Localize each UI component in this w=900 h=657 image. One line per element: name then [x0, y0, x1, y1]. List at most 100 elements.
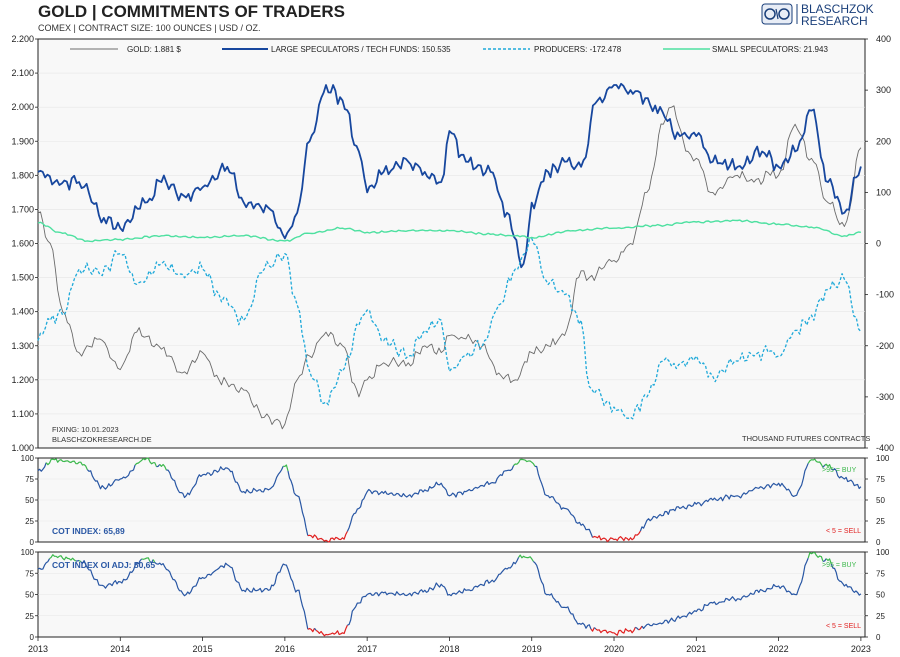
x-tick-label: 2013 — [28, 644, 48, 654]
y-left-tick-label: 0 — [30, 538, 35, 547]
website-note: BLASCHZOKRESEARCH.DE — [52, 435, 152, 444]
producers-line — [37, 237, 862, 420]
cot-index-line-segment — [37, 558, 51, 570]
cot-index-line-segment — [80, 558, 143, 589]
y-left-tick-label: 1.500 — [11, 273, 34, 283]
fixing-note: FIXING: 10.01.2023 — [52, 425, 119, 434]
y-left-tick-label: 1.000 — [11, 443, 34, 453]
x-tick-label: 2020 — [604, 644, 624, 654]
y-left-tick-label: 1.700 — [11, 204, 34, 214]
cot-index-oi-sell-note: < 5 = SELL — [826, 623, 861, 630]
legend: GOLD: 1.881 $ LARGE SPECULATORS / TECH F… — [70, 45, 828, 54]
cot-index-line-segment — [37, 462, 47, 472]
cot-buy-zone-segment — [807, 458, 824, 468]
cot-index-line-segment — [830, 468, 862, 490]
y-right-tick-label: 50 — [876, 496, 885, 505]
x-tick-label: 2014 — [110, 644, 130, 654]
legend-label-producers: PRODUCERS: -172.478 — [534, 45, 622, 54]
logo-line1: BLASCHZOK — [801, 2, 874, 16]
y-right-tick-label: 0 — [876, 538, 881, 547]
cot-sell-zone-segment — [315, 624, 348, 637]
cot-buy-zone-segment — [152, 559, 156, 563]
cot-buy-zone-segment — [824, 463, 832, 470]
x-tick-label: 2021 — [686, 644, 706, 654]
y-left-tick-label: 1.300 — [11, 341, 34, 351]
y-left-tick-label: 1.900 — [11, 136, 34, 146]
brand-logo: BLASCHZOK RESEARCH — [761, 2, 874, 28]
cot-sell-zone-segment — [307, 627, 316, 633]
y-left-tick-label: 50 — [25, 591, 34, 600]
y-right-tick-label: 400 — [876, 34, 891, 44]
y-right-tick-label: 75 — [876, 475, 885, 484]
y-right-tick-label: -400 — [876, 443, 894, 453]
y-right-tick-label: 300 — [876, 85, 891, 95]
cot-index-line-segment — [346, 465, 515, 532]
logo-icon — [761, 3, 793, 25]
y-left-tick-label: 100 — [21, 548, 35, 557]
legend-label-small-specs: SMALL SPECULATORS: 21.943 — [712, 45, 828, 54]
y-left-tick-label: 2.200 — [11, 34, 34, 44]
cot-index-oi-buy-note: >95 = BUY — [822, 562, 857, 569]
cot-sell-zone-segment — [307, 531, 348, 543]
y-left-tick-label: 1.200 — [11, 375, 34, 385]
chart-title: GOLD | COMMITMENTS OF TRADERS — [38, 2, 345, 21]
y-right-tick-label: 100 — [876, 548, 890, 557]
y-left-tick-label: 25 — [25, 517, 34, 526]
cot-buy-zone-segment — [49, 554, 77, 562]
cot-index-line-segment — [86, 464, 136, 490]
x-tick-label: 2017 — [357, 644, 377, 654]
y-right-tick-label: 0 — [876, 633, 881, 642]
y-left-tick-label: 50 — [25, 496, 34, 505]
cot-sell-zone-segment — [592, 530, 641, 543]
main-series — [37, 82, 862, 430]
cot-index-line-segment — [641, 557, 809, 629]
cot-buy-zone-segment — [45, 458, 88, 470]
cot-sell-zone-segment — [595, 626, 636, 636]
cot-index-label: COT INDEX: 65,89 — [52, 526, 125, 536]
y-right-tick-label: -200 — [876, 341, 894, 351]
cot-buy-zone-segment — [825, 558, 832, 565]
y-right-tick-label: 200 — [876, 136, 891, 146]
x-tick-label: 2016 — [275, 644, 295, 654]
units-note: THOUSAND FUTURES CONTRACTS — [742, 434, 870, 443]
y-left-tick-label: 75 — [25, 569, 34, 578]
y-right-tick-label: 0 — [876, 239, 881, 249]
cot-buy-zone-segment — [283, 464, 289, 472]
cot-buy-zone-segment — [518, 554, 534, 562]
cot-index-line-segment — [534, 465, 594, 538]
y-right-tick-label: 50 — [876, 591, 885, 600]
x-tick-label: 2019 — [522, 644, 542, 654]
large-speculators-line — [37, 82, 862, 269]
cot-index-line-segment — [347, 557, 520, 626]
legend-label-large-specs: LARGE SPECULATORS / TECH FUNDS: 150.535 — [271, 45, 451, 54]
chart-subtitle: COMEX | CONTRACT SIZE: 100 OUNCES | USD … — [38, 23, 261, 33]
x-tick-label: 2023 — [851, 644, 871, 654]
cot-index-line-segment — [314, 627, 317, 631]
cot-index-line-segment — [635, 626, 640, 631]
cot-buy-zone-segment — [513, 458, 536, 467]
y-left-tick-label: 2.000 — [11, 102, 34, 112]
y-right-tick-label: -300 — [876, 392, 894, 402]
y-left-tick-label: 1.100 — [11, 409, 34, 419]
cot-index-buy-note: >95 = BUY — [822, 467, 857, 474]
cot-index-line-segment — [287, 470, 309, 536]
y-left-tick-label: 75 — [25, 475, 34, 484]
y-right-tick-label: 25 — [876, 612, 885, 621]
y-left-tick-label: 2.100 — [11, 68, 34, 78]
gold-price-line — [37, 105, 862, 430]
cot-index-series — [37, 457, 862, 543]
x-tick-label: 2015 — [193, 644, 213, 654]
y-left-tick-label: 1.600 — [11, 239, 34, 249]
cot-index-line-segment — [156, 464, 161, 468]
cot-index-line-segment — [830, 563, 862, 596]
cot-index-sell-note: < 5 = SELL — [826, 528, 861, 535]
legend-label-gold: GOLD: 1.881 $ — [127, 45, 181, 54]
cot-buy-zone-segment — [134, 457, 158, 467]
y-right-tick-label: 100 — [876, 454, 890, 463]
cot-buy-zone-segment — [159, 463, 167, 471]
y-left-tick-label: 25 — [25, 612, 34, 621]
cot-buy-zone-segment — [78, 559, 82, 563]
small-speculators-line — [37, 219, 861, 243]
cot-sell-zone-segment — [590, 627, 595, 632]
